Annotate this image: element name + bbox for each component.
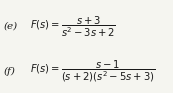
Text: (f): (f) xyxy=(4,67,16,76)
Text: (e): (e) xyxy=(4,22,18,31)
Text: $F(s)=\dfrac{s-1}{(s+2)(s^2-5s+3)}$: $F(s)=\dfrac{s-1}{(s+2)(s^2-5s+3)}$ xyxy=(30,58,155,84)
Text: $F(s)=\dfrac{s+3}{s^2-3s+2}$: $F(s)=\dfrac{s+3}{s^2-3s+2}$ xyxy=(30,14,116,39)
